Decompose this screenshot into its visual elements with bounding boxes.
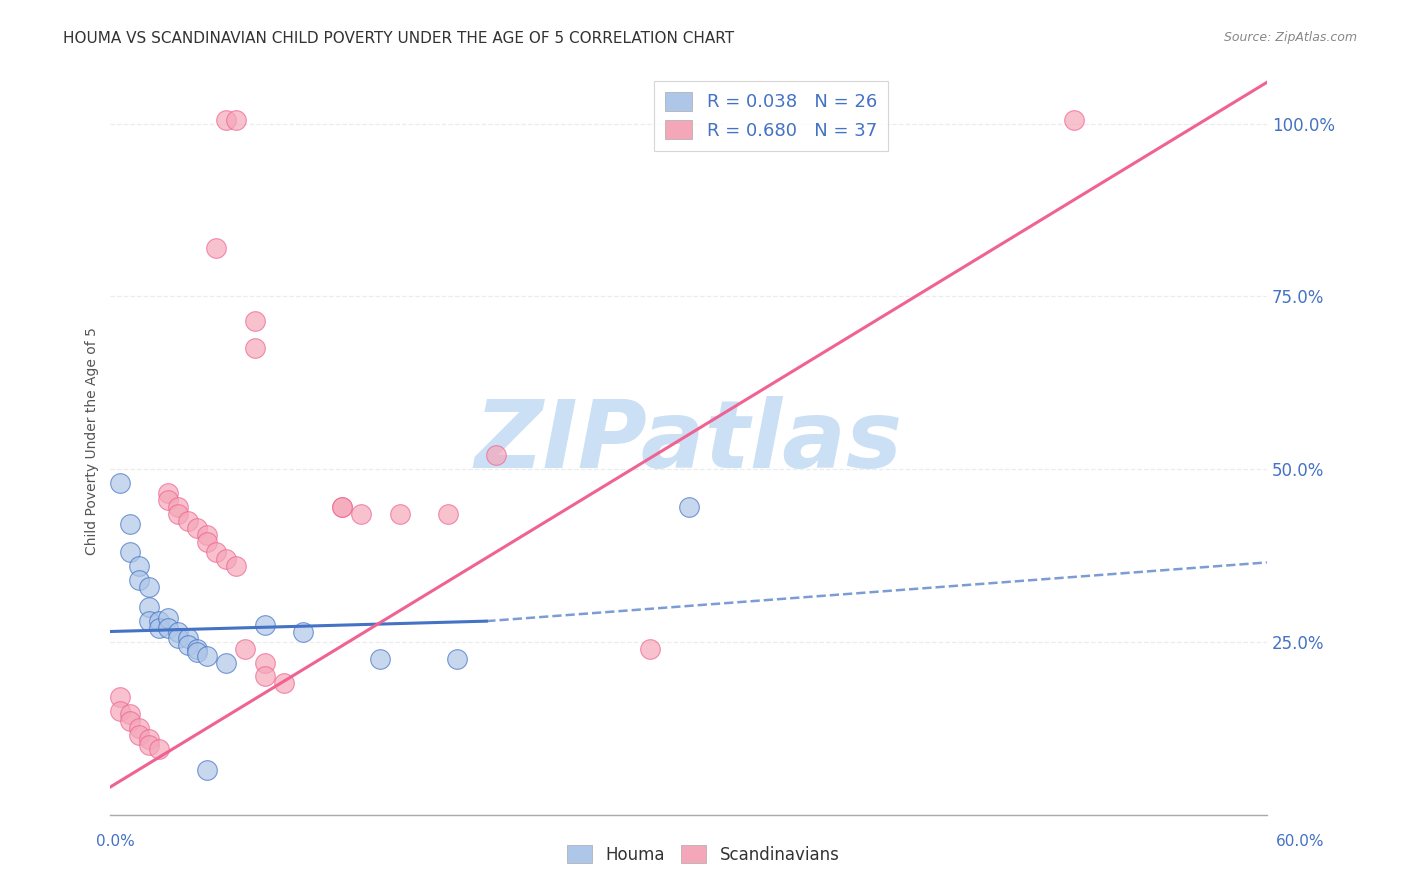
Point [215, 656, 238, 670]
Point [205, 545, 228, 559]
Point [388, 507, 411, 521]
Point [167, 507, 190, 521]
Point [225, 113, 247, 128]
Point [195, 528, 218, 542]
Point [350, 507, 373, 521]
Point [157, 610, 180, 624]
Point [167, 500, 190, 515]
Point [330, 500, 353, 515]
Point [638, 641, 661, 656]
Point [233, 641, 256, 656]
Point [253, 656, 276, 670]
Point [485, 448, 508, 462]
Point [108, 690, 131, 705]
Text: ZIPatlas: ZIPatlas [475, 395, 903, 488]
Point [176, 514, 198, 528]
Point [138, 614, 160, 628]
Point [243, 341, 266, 355]
Point [108, 475, 131, 490]
Legend: R = 0.038   N = 26, R = 0.680   N = 37: R = 0.038 N = 26, R = 0.680 N = 37 [654, 81, 887, 151]
Point [118, 707, 141, 722]
Point [128, 728, 150, 742]
Point [176, 638, 198, 652]
Point [1063, 113, 1085, 128]
Point [108, 704, 131, 718]
Legend: Houma, Scandinavians: Houma, Scandinavians [560, 838, 846, 871]
Point [138, 580, 160, 594]
Text: 60.0%: 60.0% [1277, 834, 1324, 849]
Point [176, 632, 198, 646]
Point [118, 545, 141, 559]
Point [678, 500, 700, 515]
Point [128, 558, 150, 573]
Point [243, 313, 266, 327]
Point [253, 617, 276, 632]
Point [148, 614, 170, 628]
Point [186, 641, 208, 656]
Y-axis label: Child Poverty Under the Age of 5: Child Poverty Under the Age of 5 [86, 327, 100, 556]
Point [225, 558, 247, 573]
Point [167, 624, 190, 639]
Point [186, 521, 208, 535]
Text: Source: ZipAtlas.com: Source: ZipAtlas.com [1223, 31, 1357, 45]
Point [157, 486, 180, 500]
Point [292, 624, 315, 639]
Point [273, 676, 295, 690]
Point [128, 721, 150, 735]
Point [195, 648, 218, 663]
Point [215, 113, 238, 128]
Point [157, 621, 180, 635]
Point [330, 500, 353, 515]
Point [195, 534, 218, 549]
Point [118, 517, 141, 532]
Point [128, 573, 150, 587]
Text: HOUMA VS SCANDINAVIAN CHILD POVERTY UNDER THE AGE OF 5 CORRELATION CHART: HOUMA VS SCANDINAVIAN CHILD POVERTY UNDE… [63, 31, 734, 46]
Text: 0.0%: 0.0% [96, 834, 135, 849]
Point [167, 632, 190, 646]
Point [368, 652, 391, 666]
Point [118, 714, 141, 729]
Point [253, 669, 276, 683]
Point [205, 241, 228, 255]
Point [157, 493, 180, 508]
Point [436, 507, 458, 521]
Point [138, 600, 160, 615]
Point [148, 742, 170, 756]
Point [148, 621, 170, 635]
Point [446, 652, 468, 666]
Point [186, 645, 208, 659]
Point [138, 731, 160, 746]
Point [195, 763, 218, 777]
Point [138, 739, 160, 753]
Point [215, 552, 238, 566]
